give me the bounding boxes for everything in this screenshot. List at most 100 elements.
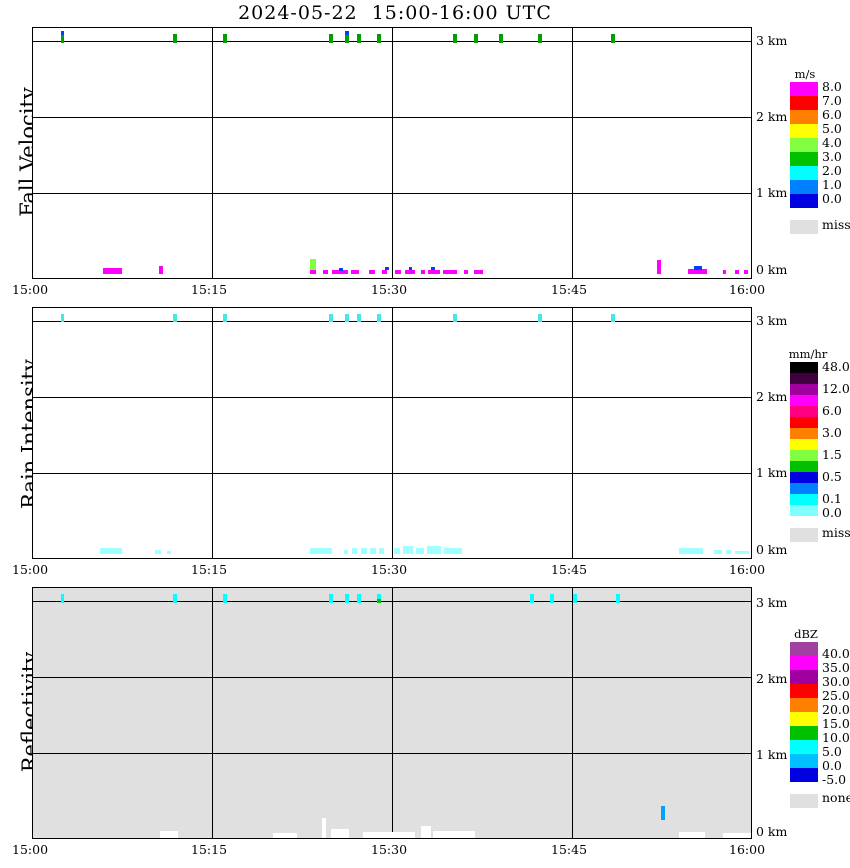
colorbar-title: dBZ [794, 627, 818, 641]
y-tick-label: 3 km [756, 595, 788, 610]
data-mark [735, 270, 739, 274]
colorbar-tick: 2.0 [822, 163, 842, 178]
data-mark [616, 594, 620, 603]
colorbar-swatch [790, 494, 818, 505]
colorbar-tick: 0.0 [822, 505, 842, 520]
data-mark [453, 34, 457, 43]
y-tick-label: 2 km [756, 389, 788, 404]
data-mark [173, 314, 177, 322]
colorbar-swatch [790, 384, 818, 395]
colorbar-swatch [790, 768, 818, 782]
colorbar-tick: 40.0 [822, 646, 850, 661]
colorbar-tick: 48.0 [822, 359, 850, 374]
data-gap [679, 832, 705, 838]
data-mark [345, 594, 349, 603]
colorbar-tick: 6.0 [822, 403, 842, 418]
x-tick-label: 15:00 [12, 282, 49, 297]
data-mark [538, 314, 542, 322]
data-mark [370, 548, 376, 554]
colorbar-swatch [790, 138, 818, 152]
data-mark [329, 34, 333, 43]
data-mark [474, 270, 483, 274]
data-gap [322, 818, 326, 838]
data-mark [464, 270, 468, 274]
colorbar-swatch [790, 124, 818, 138]
colorbar-swatch [790, 712, 818, 726]
data-mark [427, 546, 441, 554]
data-mark [679, 548, 703, 554]
colorbar-swatch [790, 740, 818, 754]
colorbar-swatch [790, 698, 818, 712]
panel-rain-intensity [32, 307, 752, 559]
data-mark [377, 314, 381, 322]
colorbar-swatch [790, 656, 818, 670]
data-mark [395, 270, 401, 274]
data-mark [657, 260, 661, 274]
colorbar-swatch [790, 406, 818, 417]
y-tick-label: 2 km [756, 109, 788, 124]
data-mark [223, 34, 227, 43]
data-mark [323, 270, 328, 274]
data-mark [550, 594, 554, 603]
panel-fall-velocity [32, 27, 752, 279]
x-tick-label: 16:00 [729, 842, 766, 857]
data-mark [351, 270, 359, 274]
data-mark [61, 31, 64, 35]
data-mark [61, 594, 64, 603]
data-gap [363, 832, 415, 838]
colorbar-tick: 0.1 [822, 491, 842, 506]
y-tick-label: 3 km [756, 33, 788, 48]
x-tick-label: 15:30 [371, 562, 408, 577]
data-mark [530, 594, 534, 603]
data-mark [382, 270, 387, 274]
data-mark [573, 594, 577, 603]
data-gap [421, 826, 431, 838]
colorbar-swatch [790, 754, 818, 768]
colorbar-swatch [790, 194, 818, 208]
colorbar-tick: 0.0 [822, 191, 842, 206]
colorbar-missing-swatch [790, 794, 818, 808]
colorbar-tick: 25.0 [822, 688, 850, 703]
data-mark [173, 594, 177, 603]
colorbar-tick: 20.0 [822, 702, 850, 717]
data-mark [357, 314, 361, 322]
colorbar-tick: 0.5 [822, 469, 842, 484]
y-tick-label: 2 km [756, 671, 788, 686]
data-mark [61, 34, 64, 43]
data-mark [369, 270, 375, 274]
data-mark [345, 34, 349, 43]
data-mark [661, 806, 665, 820]
colorbar-missing-label: none [822, 790, 850, 805]
data-gap [433, 831, 475, 838]
data-mark [443, 270, 457, 274]
data-mark [723, 270, 726, 274]
colorbar-swatch [790, 483, 818, 494]
data-mark [385, 267, 389, 270]
data-mark [310, 548, 332, 554]
colorbar-title: m/s [794, 67, 816, 81]
page-title: 2024-05-22 15:00-16:00 UTC [238, 2, 552, 24]
data-mark [329, 314, 333, 322]
colorbar-tick: 5.0 [822, 121, 842, 136]
colorbar-swatch [790, 166, 818, 180]
y-tick-label: 0 km [756, 824, 788, 839]
x-tick-label: 15:45 [551, 562, 588, 577]
colorbar-missing-label: miss [822, 525, 850, 540]
data-mark [357, 594, 361, 603]
y-tick-label: 1 km [756, 747, 788, 762]
colorbar-tick: -5.0 [822, 772, 847, 787]
colorbar-tick: 35.0 [822, 660, 850, 675]
colorbar-tick: 1.0 [822, 177, 842, 192]
data-mark [409, 267, 412, 270]
colorbar-tick: 10.0 [822, 730, 850, 745]
y-tick-label: 3 km [756, 313, 788, 328]
data-mark [431, 267, 435, 270]
x-tick-label: 15:00 [12, 562, 49, 577]
colorbar-swatch [790, 642, 818, 656]
colorbar-swatch [790, 362, 818, 373]
data-mark [714, 550, 722, 554]
data-mark [159, 266, 163, 274]
colorbar-swatch [790, 428, 818, 439]
colorbar-tick: 3.0 [822, 149, 842, 164]
colorbar-tick: 0.0 [822, 758, 842, 773]
